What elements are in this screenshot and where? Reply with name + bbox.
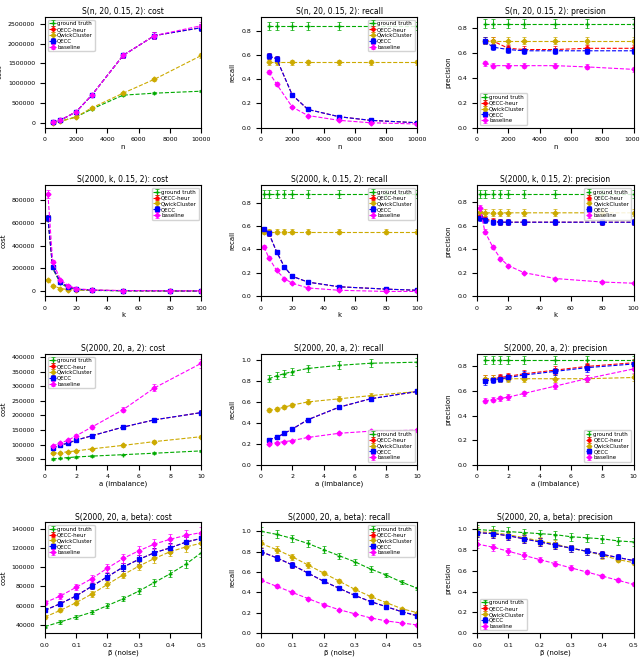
Y-axis label: cost: cost [0, 65, 3, 80]
Legend: ground truth, QECC-heur, QwickCluster, QECC, baseline: ground truth, QECC-heur, QwickCluster, Q… [47, 525, 95, 557]
Y-axis label: recall: recall [230, 568, 236, 588]
Y-axis label: precision: precision [446, 225, 452, 257]
X-axis label: β (noise): β (noise) [540, 649, 571, 656]
Title: S(n, 20, 0.15, 2): recall: S(n, 20, 0.15, 2): recall [296, 7, 383, 16]
Title: S(2000, 20, a, 2): cost: S(2000, 20, a, 2): cost [81, 344, 165, 353]
Title: S(n, 20, 0.15, 2): cost: S(n, 20, 0.15, 2): cost [82, 7, 164, 16]
Legend: ground truth, QECC-heur, QwickCluster, QECC, baseline: ground truth, QECC-heur, QwickCluster, Q… [368, 19, 415, 51]
Y-axis label: precision: precision [446, 562, 452, 594]
Legend: ground truth, QECC-heur, QwickCluster, QECC, baseline: ground truth, QECC-heur, QwickCluster, Q… [47, 356, 95, 388]
Title: S(2000, 20, a, beta): precision: S(2000, 20, a, beta): precision [497, 513, 613, 521]
X-axis label: n: n [121, 144, 125, 149]
Y-axis label: recall: recall [230, 231, 236, 251]
X-axis label: n: n [337, 144, 342, 149]
X-axis label: β (noise): β (noise) [324, 649, 355, 656]
X-axis label: a (imbalance): a (imbalance) [315, 481, 364, 487]
Y-axis label: precision: precision [446, 56, 452, 88]
X-axis label: k: k [121, 312, 125, 318]
X-axis label: β (noise): β (noise) [108, 649, 138, 656]
Legend: ground truth, QECC-heur, QwickCluster, QECC, baseline: ground truth, QECC-heur, QwickCluster, Q… [368, 430, 415, 462]
Y-axis label: precision: precision [446, 393, 452, 425]
Title: S(n, 20, 0.15, 2): precision: S(n, 20, 0.15, 2): precision [505, 7, 605, 16]
X-axis label: n: n [553, 144, 557, 149]
X-axis label: k: k [553, 312, 557, 318]
Legend: ground truth, QECC-heur, QwickCluster, QECC, baseline: ground truth, QECC-heur, QwickCluster, Q… [584, 430, 631, 462]
X-axis label: k: k [337, 312, 341, 318]
Legend: ground truth, QECC-heur, QwickCluster, QECC, baseline: ground truth, QECC-heur, QwickCluster, Q… [480, 599, 527, 630]
Y-axis label: cost: cost [0, 233, 6, 248]
Title: S(2000, 20, a, 2): precision: S(2000, 20, a, 2): precision [504, 344, 607, 353]
Y-axis label: cost: cost [0, 402, 6, 417]
Y-axis label: cost: cost [0, 570, 6, 585]
Legend: ground truth, QECC-heur, QwickCluster, QECC, baseline: ground truth, QECC-heur, QwickCluster, Q… [368, 525, 415, 557]
Title: S(2000, k, 0.15, 2): cost: S(2000, k, 0.15, 2): cost [77, 176, 169, 184]
Title: S(2000, 20, a, 2): recall: S(2000, 20, a, 2): recall [294, 344, 384, 353]
Y-axis label: recall: recall [230, 399, 236, 419]
Y-axis label: recall: recall [230, 62, 236, 82]
Legend: ground truth, QECC-heur, QwickCluster, QECC, baseline: ground truth, QECC-heur, QwickCluster, Q… [47, 19, 95, 51]
Legend: ground truth, QECC-heur, QwickCluster, QECC, baseline: ground truth, QECC-heur, QwickCluster, Q… [368, 188, 415, 220]
Title: S(2000, k, 0.15, 2): precision: S(2000, k, 0.15, 2): precision [500, 176, 611, 184]
X-axis label: a (imbalance): a (imbalance) [99, 481, 147, 487]
Title: S(2000, 20, a, beta): cost: S(2000, 20, a, beta): cost [75, 513, 172, 521]
X-axis label: a (imbalance): a (imbalance) [531, 481, 579, 487]
Legend: ground truth, QECC-heur, QwickCluster, QECC, baseline: ground truth, QECC-heur, QwickCluster, Q… [480, 93, 527, 125]
Title: S(2000, 20, a, beta): recall: S(2000, 20, a, beta): recall [288, 513, 390, 521]
Legend: ground truth, QECC-heur, QwickCluster, QECC, baseline: ground truth, QECC-heur, QwickCluster, Q… [152, 188, 198, 220]
Legend: ground truth, QECC-heur, QwickCluster, QECC, baseline: ground truth, QECC-heur, QwickCluster, Q… [584, 188, 631, 220]
Title: S(2000, k, 0.15, 2): recall: S(2000, k, 0.15, 2): recall [291, 176, 387, 184]
